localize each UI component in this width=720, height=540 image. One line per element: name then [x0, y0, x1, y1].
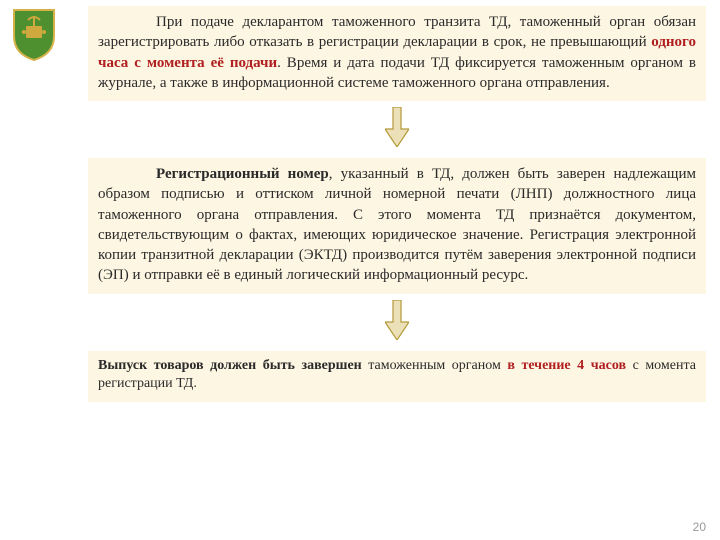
- p1-lead: При подаче декларантом таможенного транз…: [98, 14, 696, 50]
- paragraph-3: Выпуск товаров должен быть завершен тамо…: [88, 351, 706, 403]
- p2-tail: , указанный в ТД, должен быть заверен на…: [98, 166, 696, 283]
- paragraph-1: При подаче декларантом таможенного транз…: [88, 6, 706, 101]
- p3-emph: в течение 4 часов: [507, 358, 626, 373]
- main-content: При подаче декларантом таможенного транз…: [88, 6, 706, 402]
- customs-emblem: [10, 6, 58, 62]
- p3-mid: таможенным органом: [368, 358, 507, 373]
- down-arrow-icon: [385, 300, 409, 340]
- arrow-2-wrap: [88, 300, 706, 345]
- down-arrow-icon: [385, 107, 409, 147]
- paragraph-2: Регистрационный номер, указанный в ТД, д…: [88, 158, 706, 294]
- p2-lead: Регистрационный номер: [156, 166, 329, 182]
- page-number: 20: [693, 520, 706, 534]
- p3-lead: Выпуск товаров должен быть завершен: [98, 358, 368, 373]
- arrow-1-wrap: [88, 107, 706, 152]
